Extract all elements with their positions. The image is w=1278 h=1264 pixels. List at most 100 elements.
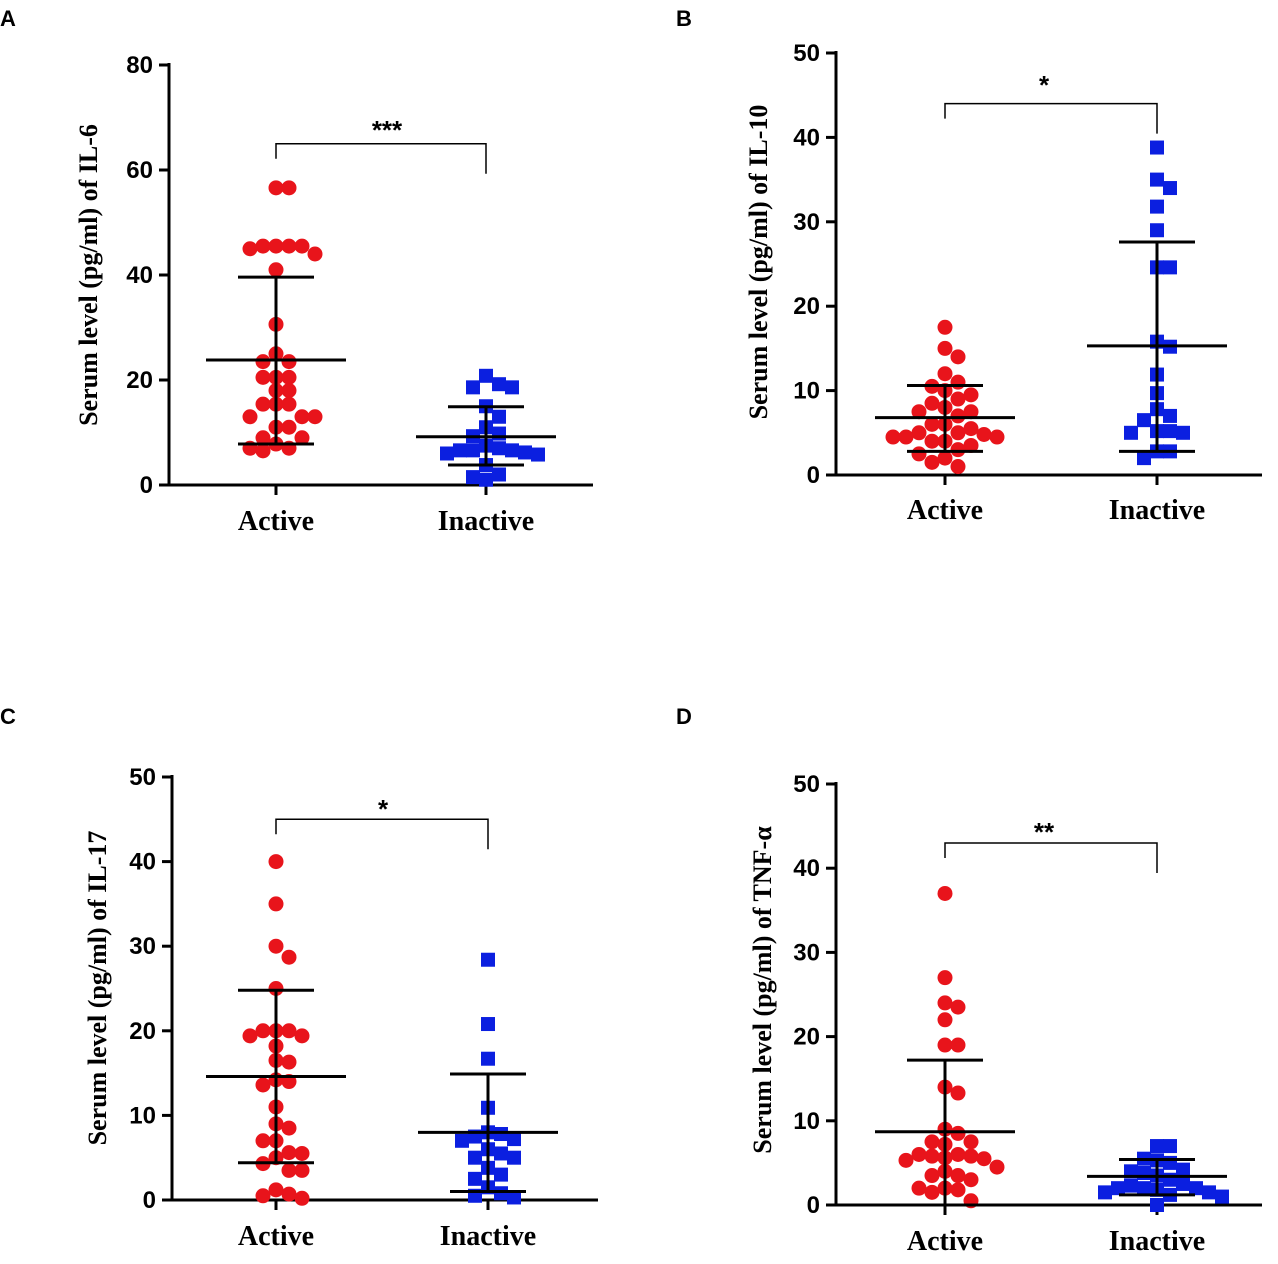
data-point-d-active: [924, 1134, 940, 1150]
data-point-a-inactive: [453, 443, 467, 458]
data-point-d-active: [937, 970, 953, 986]
data-point-d-active: [937, 885, 953, 901]
data-point-d-active: [911, 1180, 927, 1196]
data-point-c-active: [268, 981, 284, 996]
data-point-b-active: [937, 366, 953, 382]
data-point-b-inactive: [1150, 223, 1164, 238]
data-point-d-inactive: [1111, 1181, 1125, 1196]
data-point-b-active: [963, 404, 979, 420]
data-point-c-inactive: [455, 1133, 469, 1148]
data-point-c-active: [294, 1190, 310, 1206]
data-point-c-inactive: [481, 1051, 495, 1066]
data-point-d-inactive: [1163, 1155, 1177, 1170]
data-point-a-active: [255, 396, 271, 412]
category-label-inactive-b: Inactive: [1109, 495, 1205, 526]
data-point-c-active: [281, 1186, 297, 1202]
data-point-d-inactive: [1189, 1181, 1203, 1196]
data-point-c-active: [294, 1028, 310, 1044]
data-point-b-active: [924, 433, 940, 449]
data-point-d-inactive: [1124, 1178, 1138, 1193]
data-point-a-active: [268, 238, 284, 254]
data-point-b-inactive: [1150, 199, 1164, 214]
data-point-c-active: [281, 949, 297, 965]
data-point-c-inactive: [481, 952, 495, 967]
data-point-a-active: [268, 262, 284, 278]
y-tick-label-b: 0: [807, 462, 820, 489]
y-tick-label-a: 0: [140, 472, 153, 499]
category-label-active-a: Active: [238, 506, 314, 537]
data-point-a-active: [281, 369, 297, 385]
data-point-d-active: [950, 1146, 966, 1162]
category-label-active-c: Active: [238, 1221, 314, 1252]
data-point-a-active: [281, 180, 297, 196]
data-point-a-active: [281, 354, 297, 370]
data-point-b-active: [911, 446, 927, 462]
data-point-b-inactive: [1176, 425, 1190, 440]
data-point-a-inactive: [492, 441, 506, 456]
data-point-a-inactive: [492, 426, 506, 441]
data-point-a-inactive: [440, 446, 454, 461]
data-point-c-inactive: [507, 1150, 521, 1165]
panel-b: B Serum level (pg/ml) of IL-10 0 10 20 30 40…: [676, 6, 1262, 526]
data-point-d-inactive: [1124, 1164, 1138, 1179]
data-point-d-inactive: [1150, 1139, 1164, 1154]
y-axis-label-a: Serum level (pg/ml) of IL-6: [74, 124, 103, 426]
y-tick-label-b: 20: [793, 293, 820, 320]
y-tick-label-d: 0: [807, 1192, 820, 1219]
data-point-d-active: [950, 1085, 966, 1101]
data-point-b-inactive: [1137, 451, 1151, 466]
category-label-active-b: Active: [907, 495, 983, 526]
data-point-b-active: [950, 349, 966, 365]
data-point-c-active: [268, 896, 284, 912]
data-point-d-inactive: [1150, 1198, 1164, 1212]
data-point-b-inactive: [1163, 260, 1177, 275]
data-point-a-active: [307, 246, 323, 262]
data-point-b-active: [963, 437, 979, 453]
data-point-b-inactive: [1150, 172, 1164, 187]
data-point-b-active: [911, 404, 927, 420]
data-point-a-active: [268, 180, 284, 196]
data-point-a-active: [255, 430, 271, 446]
data-point-d-active: [963, 1172, 979, 1188]
data-point-c-active: [255, 1077, 271, 1093]
data-point-d-active: [963, 1148, 979, 1164]
y-axis-label-b: Serum level (pg/ml) of IL-10: [744, 105, 773, 420]
panel-letter-c: C: [0, 704, 16, 729]
category-label-active-d: Active: [907, 1226, 983, 1257]
data-point-b-active: [950, 442, 966, 458]
y-tick-label-a: 60: [126, 157, 153, 184]
significance-bracket-a: [275, 143, 487, 174]
y-tick-label-b: 30: [793, 209, 820, 236]
category-label-inactive-c: Inactive: [440, 1221, 536, 1252]
panel-letter-a: A: [0, 6, 16, 31]
data-point-b-active: [950, 459, 966, 475]
data-point-c-active: [281, 1145, 297, 1161]
panel-a: A Serum level (pg/ml) of IL-6 020406080 …: [0, 6, 593, 537]
data-point-d-active: [937, 1037, 953, 1053]
data-point-a-active: [255, 354, 271, 370]
y-tick-label-c: 30: [129, 933, 156, 960]
data-point-b-inactive: [1163, 181, 1177, 196]
data-point-c-active: [281, 1120, 297, 1136]
data-point-c-active: [294, 1162, 310, 1178]
data-point-a-inactive: [479, 472, 493, 487]
data-point-d-inactive: [1176, 1176, 1190, 1191]
data-point-b-active: [950, 374, 966, 390]
y-tick-label-d: 20: [793, 1024, 820, 1051]
data-point-b-active: [898, 429, 914, 445]
data-point-d-active: [950, 1125, 966, 1141]
data-point-a-inactive: [492, 467, 506, 482]
y-tick-label-d: 10: [793, 1108, 820, 1135]
y-tick-label-d: 30: [793, 939, 820, 966]
data-point-d-active: [950, 1182, 966, 1198]
data-point-d-inactive: [1202, 1185, 1216, 1200]
data-point-c-inactive: [507, 1190, 521, 1205]
data-point-d-inactive: [1163, 1139, 1177, 1154]
category-label-inactive-d: Inactive: [1109, 1226, 1205, 1257]
data-point-d-active: [950, 1037, 966, 1053]
data-point-c-active: [281, 1054, 297, 1070]
data-point-d-inactive: [1098, 1185, 1112, 1200]
data-point-c-active: [281, 1162, 297, 1178]
significance-label-a: ***: [372, 115, 403, 145]
